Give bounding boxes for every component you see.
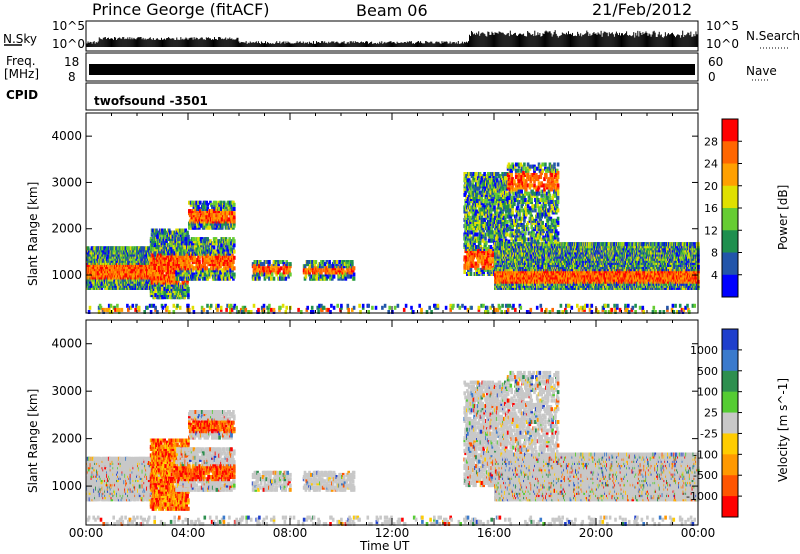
scatter-cell (164, 231, 167, 235)
scatter-cell (233, 211, 236, 215)
scatter-cell (233, 250, 236, 254)
scatter-cell (213, 245, 216, 249)
scatter-cell (467, 258, 470, 262)
scatter-cell (233, 215, 236, 219)
freq-band (89, 64, 695, 75)
scatter-cell (187, 293, 190, 297)
scatter-cell (477, 264, 480, 268)
scatter-cell (315, 260, 318, 264)
scatter-cell (154, 289, 157, 293)
scatter-cell (279, 273, 282, 277)
scatter-cell (268, 260, 271, 264)
scatter-cell (206, 266, 209, 270)
scatter-cell (153, 266, 156, 270)
scatter-cell (199, 201, 202, 205)
scatter-cell (233, 256, 236, 260)
scatter-cell (463, 270, 466, 274)
noise-trace (86, 30, 697, 47)
scatter-cell (186, 231, 189, 235)
scatter-cell (491, 235, 494, 239)
freq-trace (89, 64, 695, 75)
scatter-cell (152, 247, 155, 251)
scatter-cell (184, 237, 187, 241)
scatter-cell (273, 277, 276, 281)
scatter-cell (490, 245, 493, 249)
scatter-cell (206, 203, 209, 207)
scatter-cell (328, 260, 331, 264)
scatter-cell (184, 250, 187, 254)
cpid-panel-frame (86, 83, 698, 110)
scatter-cell (187, 287, 190, 291)
scatter-cell (220, 243, 223, 247)
scatter-cell (193, 237, 196, 241)
scatter-cell (483, 172, 486, 176)
scatter-cell (87, 246, 90, 250)
scatter-cell (475, 172, 478, 176)
scatter-cell (353, 273, 356, 277)
scatter-cell (479, 241, 482, 245)
scatter-cell (353, 277, 356, 281)
scatter-cell (320, 268, 323, 272)
scatter-cell (198, 260, 201, 264)
scatter-cell (353, 266, 356, 270)
scatter-cell (333, 275, 336, 279)
scatter-cell (469, 180, 472, 184)
scatter-cell (336, 260, 339, 264)
scatter-cell (233, 239, 236, 243)
scatter-cell (233, 207, 236, 211)
scatter-cell (285, 277, 288, 281)
scatter-cell (270, 277, 273, 281)
scatter-cell (184, 245, 187, 249)
scatter-cell (484, 237, 487, 241)
scatter-cell (233, 243, 236, 247)
scatter-cell (351, 260, 354, 264)
scatter-cell (280, 266, 283, 270)
scatter-cell (289, 273, 292, 277)
scatter-cell (289, 262, 292, 266)
scatter-cell (233, 266, 236, 270)
scatter-cell (305, 275, 308, 279)
scatter-cell (233, 203, 236, 207)
scatter-cell (493, 205, 496, 209)
scatter-cell (187, 235, 190, 239)
scatter-cell (316, 275, 319, 279)
scatter-cell (470, 272, 473, 276)
scatter-cell (485, 241, 488, 245)
scatter-cell (271, 273, 274, 277)
scatter-cell (476, 233, 479, 237)
scatter-cell (233, 273, 236, 277)
scatter-cell (279, 260, 282, 264)
scatter-cell (470, 268, 473, 272)
scatter-cell (232, 260, 235, 264)
